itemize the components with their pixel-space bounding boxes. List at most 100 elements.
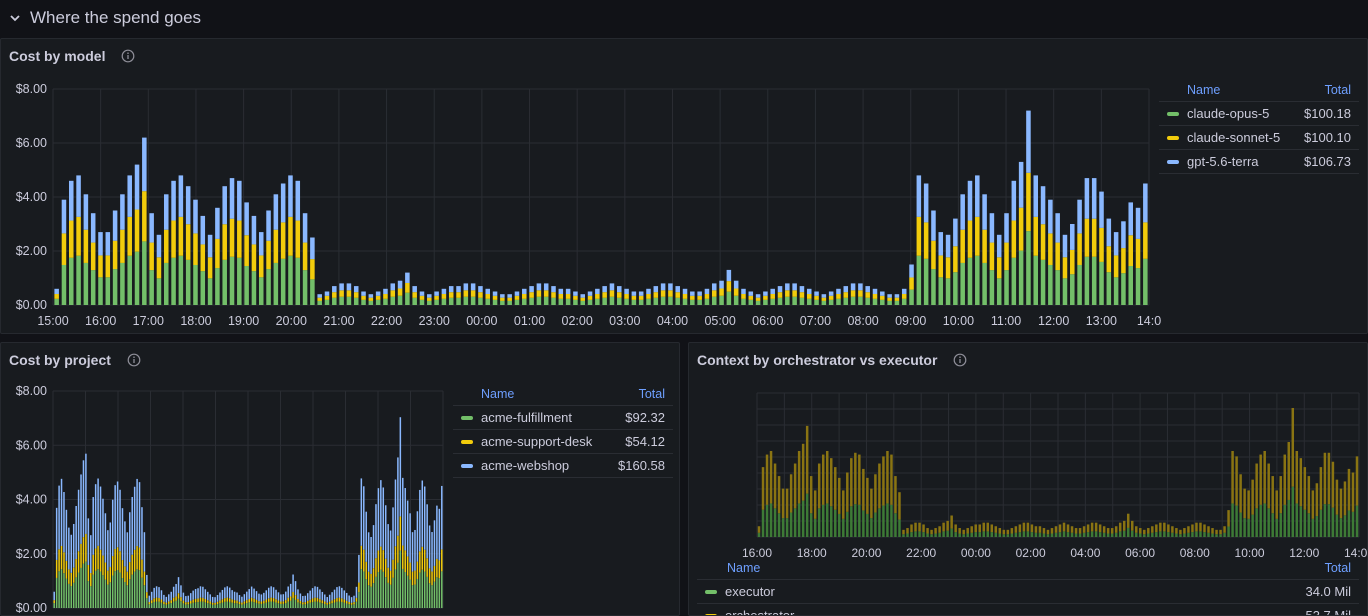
bar-segment (85, 561, 87, 608)
bar-segment (1143, 258, 1148, 305)
bar-segment (361, 299, 366, 305)
bar-segment (150, 603, 153, 608)
info-icon[interactable] (953, 353, 967, 367)
bar-segment (288, 255, 293, 305)
bar-segment (814, 299, 819, 305)
bar-segment (1077, 199, 1082, 234)
bar-segment (1084, 218, 1090, 257)
bar-segment (1114, 532, 1118, 537)
bar-segment (253, 602, 255, 608)
bar-segment (880, 299, 885, 305)
bar-segment (785, 488, 789, 519)
bar-segment (343, 602, 346, 608)
bar-segment (781, 518, 785, 537)
bar-segment (1040, 224, 1046, 260)
bar-segment (711, 283, 717, 291)
bar-segment (199, 597, 202, 602)
bar-segment (918, 531, 921, 537)
bar-segment (1155, 524, 1158, 533)
legend-table: Name Total claude-opus-5 $100.18 claude-… (1159, 79, 1359, 174)
bar-segment (221, 589, 224, 600)
cost-by-project-chart[interactable]: $0.00 $2.00 $4.00 $6.00 $8.00 (1, 343, 451, 616)
legend-item-gpt-5-6-terra[interactable]: gpt-5.6-terra $106.73 (1159, 150, 1359, 174)
legend-item-acme-webshop[interactable]: acme-webshop $160.58 (453, 454, 673, 478)
bar-segment (813, 490, 817, 519)
bar-segment (133, 549, 136, 572)
bar-segment (143, 585, 146, 608)
bar-segment (1163, 522, 1166, 532)
bar-segment (185, 224, 191, 260)
bar-segment (1203, 524, 1206, 533)
bar-segment (558, 298, 564, 305)
legend-item-claude-sonnet-5[interactable]: claude-sonnet-5 $100.10 (1159, 126, 1359, 150)
bar-segment (697, 299, 702, 305)
bar-segment (226, 601, 229, 608)
x-tick-label: 14:0 (1137, 314, 1161, 328)
info-icon[interactable] (127, 353, 141, 367)
bar-segment (109, 522, 112, 567)
legend-item-orchestrator[interactable]: orchestrator 53.7 Mil (697, 604, 1359, 615)
bar-segment (982, 194, 987, 230)
bar-segment (909, 277, 914, 290)
legend-item-executor[interactable]: executor 34.0 Mil (697, 580, 1359, 604)
bar-segment (757, 526, 761, 533)
bar-segment (1042, 528, 1046, 534)
bar-segment (1086, 532, 1090, 537)
bar-segment (150, 600, 153, 604)
bar-segment (638, 299, 644, 305)
bar-segment (434, 299, 439, 305)
bar-segment (98, 277, 103, 305)
bar-segment (813, 518, 817, 537)
bar-segment (216, 601, 219, 605)
bar-segment (324, 291, 330, 296)
y-tick-label: $0.00 (16, 601, 47, 615)
bar-segment (514, 291, 520, 296)
bar-segment (801, 443, 805, 501)
bar-segment (986, 531, 990, 537)
bar-segment (211, 602, 214, 605)
legend-item-acme-support-desk[interactable]: acme-support-desk $54.12 (453, 430, 673, 454)
bar-segment (1098, 524, 1102, 533)
bar-segment (236, 592, 238, 601)
legend-item-acme-fulfillment[interactable]: acme-fulfillment $92.32 (453, 406, 673, 430)
bar-segment (332, 297, 337, 305)
bar-segment (931, 210, 936, 241)
bar-segment (119, 572, 121, 608)
bar-segment (80, 543, 82, 568)
bar-segment (321, 591, 324, 601)
bar-segment (1235, 456, 1238, 506)
context-chart[interactable]: 0250 K500 K750 K1 Mil1.25 Mil1.50 Mil1.7… (689, 343, 1368, 563)
bar-segment (878, 508, 881, 537)
bar-segment (428, 525, 431, 569)
section-header[interactable]: Where the spend goes (0, 0, 1368, 36)
info-icon[interactable] (121, 49, 135, 63)
bar-segment (846, 472, 849, 512)
bar-segment (102, 575, 104, 608)
bar-segment (646, 288, 651, 294)
bar-segment (595, 293, 600, 299)
chevron-down-icon[interactable] (8, 11, 22, 25)
bar-segment (97, 545, 99, 570)
bar-segment (382, 571, 385, 608)
bar-segment (797, 503, 801, 537)
bar-segment (953, 246, 958, 273)
x-tick-label: 23:00 (419, 314, 450, 328)
bar-segment (202, 597, 204, 602)
bar-segment (761, 509, 765, 537)
bar-segment (1050, 533, 1054, 537)
bar-segment (372, 525, 375, 569)
bar-segment (54, 288, 59, 294)
legend-item-claude-opus-5[interactable]: claude-opus-5 $100.18 (1159, 102, 1359, 126)
bar-segment (830, 458, 833, 507)
bar-segment (394, 479, 397, 547)
bar-segment (358, 582, 360, 593)
bar-segment (558, 293, 564, 299)
bar-segment (789, 474, 793, 513)
bar-segment (989, 213, 995, 243)
bar-segment (75, 505, 77, 560)
bar-segment (609, 290, 615, 297)
cost-by-model-chart[interactable]: $0.00 $2.00 $4.00 $6.00 $8.00 15:00 16:00 17:00… (1, 39, 1161, 334)
bar-segment (866, 477, 869, 514)
bar-segment (1091, 256, 1097, 305)
bar-segment (423, 571, 426, 608)
